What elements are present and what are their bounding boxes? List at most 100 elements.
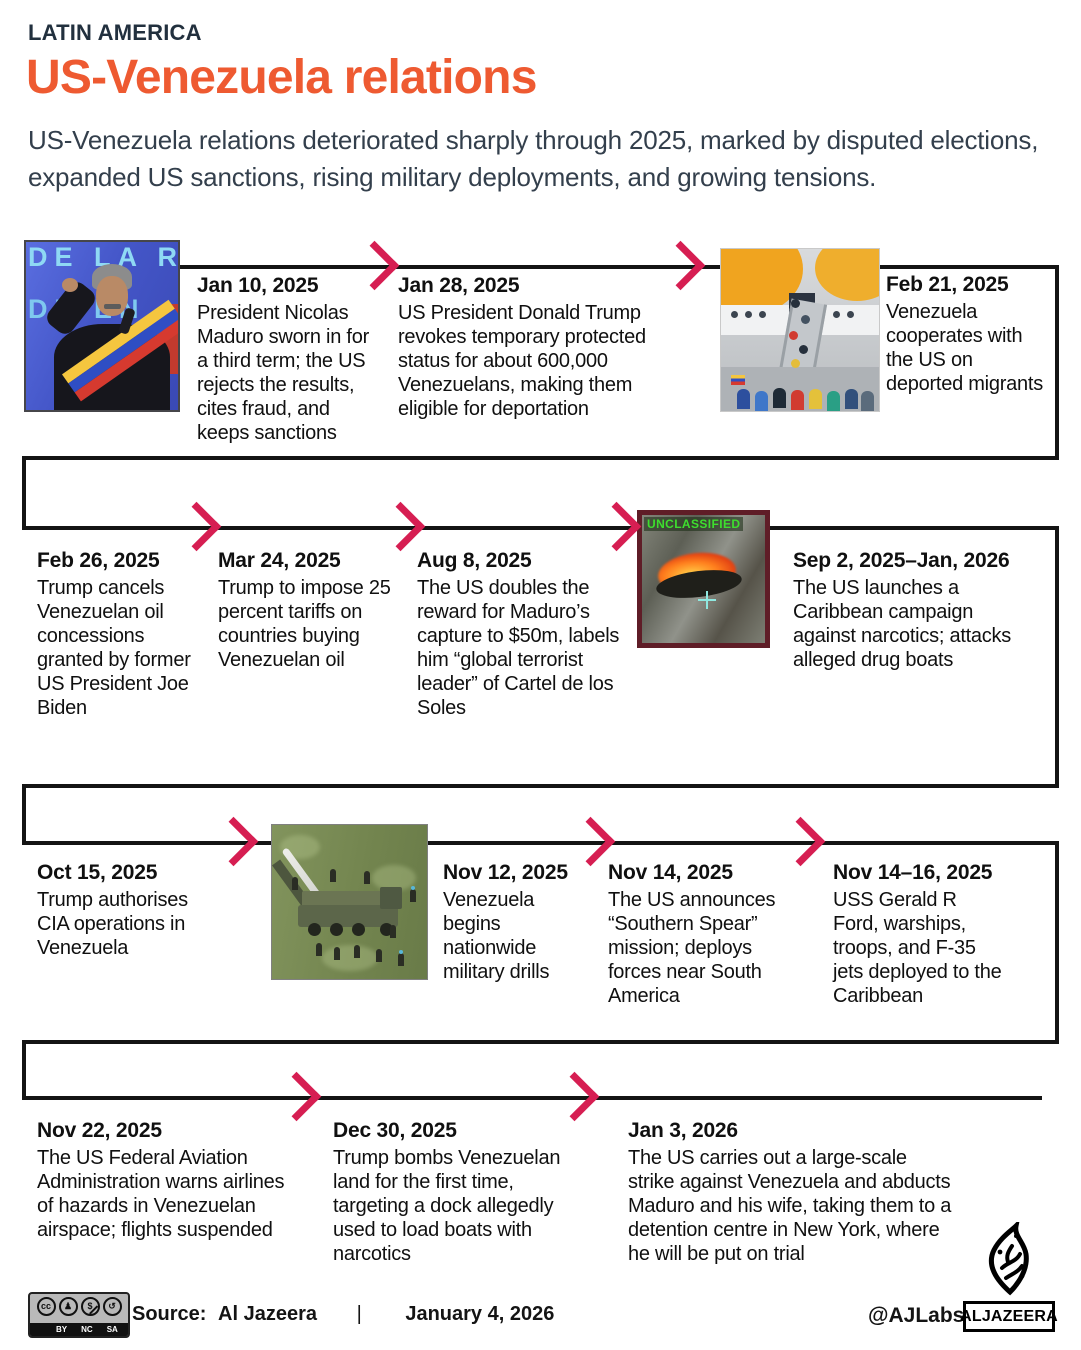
timeline-event: Nov 14, 2025 The US announces “Southern …	[608, 860, 800, 1008]
timeline-line-segment	[22, 1040, 26, 1100]
cc-by-label: BY	[56, 1325, 68, 1334]
crowd-figure	[755, 391, 768, 411]
plane-window	[745, 311, 752, 318]
publish-date: January 4, 2026	[405, 1303, 555, 1325]
source-value: Al Jazeera	[218, 1303, 317, 1325]
event-date: Mar 24, 2025	[218, 549, 341, 572]
section-kicker: LATIN AMERICA	[28, 20, 202, 45]
truck-wheel	[330, 923, 343, 936]
crowd-figure	[827, 391, 840, 411]
crowd-figure	[791, 390, 804, 410]
event-date: Oct 15, 2025	[37, 861, 158, 884]
timeline-line-segment	[22, 784, 26, 845]
soldier-figure	[364, 871, 370, 884]
event-date: Nov 22, 2025	[37, 1119, 162, 1142]
truck-wheel	[352, 923, 365, 936]
event-text: Trump authorises CIA operations in Venez…	[37, 889, 188, 960]
event-text: The US carries out a large-scale strike …	[628, 1147, 952, 1266]
timeline-line-segment	[22, 526, 1059, 530]
cc-nc-label: NC	[81, 1325, 93, 1334]
timeline-line-segment	[22, 841, 1059, 845]
soldier-figure	[316, 943, 322, 956]
timeline-line-segment	[1055, 526, 1059, 788]
timeline-event: Jan 10, 2025 President Nicolas Maduro sw…	[197, 273, 375, 445]
arrow-right-icon	[375, 501, 426, 552]
maduro-inauguration-photo: DE LA RE DE EN	[24, 240, 180, 412]
truck-cab	[380, 887, 402, 909]
plane-window	[759, 311, 766, 318]
event-date: Jan 3, 2026	[628, 1119, 738, 1142]
launcher-bed	[302, 891, 394, 907]
timeline-event: Mar 24, 2025 Trump to impose 25 percent …	[218, 548, 396, 672]
soldier-figure	[330, 869, 336, 882]
crosshair-icon	[706, 591, 708, 609]
military-drill-photo	[271, 824, 428, 980]
event-text: Trump to impose 25 percent tariffs on co…	[218, 577, 391, 672]
event-date: Dec 30, 2025	[333, 1119, 457, 1142]
divider: |	[356, 1303, 362, 1325]
timeline-line-segment	[22, 456, 26, 530]
crowd-figure	[737, 389, 750, 409]
event-date: Nov 14, 2025	[608, 861, 733, 884]
crowd-figure	[809, 389, 822, 409]
event-text: Venezuela begins nationwide military dri…	[443, 889, 550, 984]
crowd-figure	[773, 388, 786, 408]
truck-body	[298, 905, 398, 927]
drug-boat-strike-photo: UNCLASSIFIED	[637, 510, 770, 648]
timeline-event: Jan 3, 2026 The US carries out a large-s…	[628, 1118, 953, 1266]
timeline-event: Feb 26, 2025 Trump cancels Venezuelan oi…	[37, 548, 195, 720]
timeline-event: Nov 22, 2025 The US Federal Aviation Adm…	[37, 1118, 285, 1242]
truck-wheel	[308, 923, 321, 936]
creative-commons-badge: cc ♟ $ ↺ BY NC SA	[28, 1292, 130, 1338]
timeline-event: Oct 15, 2025 Trump authorises CIA operat…	[37, 860, 199, 960]
timeline-event: Sep 2, 2025–Jan, 2026 The US launches a …	[793, 548, 1025, 672]
timeline-event: Jan 28, 2025 US President Donald Trump r…	[398, 273, 666, 421]
arrow-right-icon	[171, 501, 222, 552]
timeline-event: Aug 8, 2025 The US doubles the reward fo…	[417, 548, 620, 720]
aljazeera-wordmark: ALJAZEERA	[960, 1307, 1058, 1325]
event-date: Feb 26, 2025	[37, 549, 160, 572]
timeline-event: Nov 12, 2025 Venezuela begins nationwide…	[443, 860, 583, 984]
timeline-line-segment	[1055, 841, 1059, 1044]
soldier-figure	[292, 877, 298, 890]
timeline-line-segment	[22, 784, 1059, 788]
cc-sa-icon: ↺	[102, 1297, 122, 1316]
timeline-line-segment	[180, 265, 1059, 269]
cc-sa-label: SA	[106, 1325, 118, 1334]
plane-orange-livery	[815, 249, 879, 301]
event-text: Venezuela cooperates with the US on depo…	[886, 301, 1043, 396]
timeline-event: Dec 30, 2025 Trump bombs Venezuelan land…	[333, 1118, 561, 1266]
arrow-right-icon	[549, 1071, 600, 1122]
passenger-figure	[799, 345, 808, 354]
event-date: Nov 12, 2025	[443, 861, 568, 884]
event-text: USS Gerald R Ford, warships, troops, and…	[833, 889, 1002, 1008]
event-text: The US announces “Southern Spear” missio…	[608, 889, 776, 1008]
deportation-plane-photo	[720, 248, 880, 412]
grass-patch	[322, 945, 378, 971]
event-date: Jan 10, 2025	[197, 274, 319, 297]
event-text: US President Donald Trump revokes tempor…	[398, 302, 646, 421]
unclassified-label: UNCLASSIFIED	[644, 517, 744, 531]
arrow-right-icon	[775, 816, 826, 867]
arrow-right-icon	[208, 816, 259, 867]
pointing-hand-shape	[62, 278, 78, 292]
event-date: Nov 14–16, 2025	[833, 861, 993, 884]
event-date: Jan 28, 2025	[398, 274, 520, 297]
timeline-line-segment	[22, 456, 1059, 460]
truck-wheel	[380, 923, 393, 936]
venezuela-flag	[731, 375, 745, 385]
soldier-figure	[376, 949, 382, 962]
cc-by-icon: ♟	[58, 1297, 78, 1316]
event-date: Sep 2, 2025–Jan, 2026	[793, 549, 1010, 572]
ajlabs-handle: @AJLabs	[868, 1304, 965, 1327]
intro-description: US-Venezuela relations deteriorated shar…	[28, 125, 1039, 192]
cc-icon: cc	[36, 1297, 56, 1316]
crowd-figure	[845, 389, 858, 409]
arrow-right-icon	[565, 816, 616, 867]
event-text: The US Federal Aviation Administration w…	[37, 1147, 285, 1242]
plane-window	[833, 311, 840, 318]
event-text: The US doubles the reward for Maduro’s c…	[417, 577, 620, 720]
al-jazeera-logo	[988, 1222, 1029, 1296]
plane-window	[847, 311, 854, 318]
